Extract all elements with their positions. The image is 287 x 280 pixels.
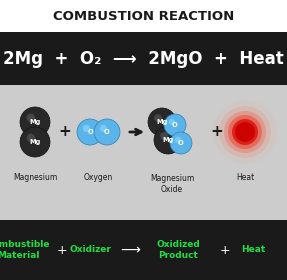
Text: Mg: Mg [156,119,168,125]
Circle shape [228,115,262,149]
Text: COMBUSTION REACTION: COMBUSTION REACTION [53,10,234,22]
Text: Heat: Heat [241,246,265,255]
Circle shape [27,114,35,122]
Circle shape [94,119,120,145]
Text: +: + [220,244,230,256]
Circle shape [77,119,103,145]
Circle shape [20,127,50,157]
Text: O: O [87,129,93,135]
Text: Mg: Mg [162,137,174,143]
Text: O: O [172,122,178,128]
Text: Heat: Heat [236,173,254,182]
FancyBboxPatch shape [0,220,287,280]
Text: Magnesium
Oxide: Magnesium Oxide [150,174,194,194]
Text: Oxidized
Product: Oxidized Product [156,240,200,260]
FancyBboxPatch shape [0,32,287,85]
Text: ⟶: ⟶ [120,243,140,257]
Circle shape [100,125,107,132]
Circle shape [27,134,35,142]
FancyBboxPatch shape [0,0,287,32]
Text: Mg: Mg [29,139,41,145]
Text: O: O [178,140,184,146]
Circle shape [235,122,255,142]
Text: Combustible
Material: Combustible Material [0,240,50,260]
Circle shape [213,100,277,164]
Text: Mg: Mg [29,119,41,125]
Circle shape [154,126,182,154]
Text: O: O [104,129,110,135]
Circle shape [154,114,162,122]
Circle shape [160,132,168,140]
Circle shape [164,114,186,136]
Text: 2Mg  +  O₂  ⟶  2MgO  +  Heat: 2Mg + O₂ ⟶ 2MgO + Heat [3,50,284,67]
Circle shape [148,108,176,136]
Text: +: + [59,125,71,139]
Circle shape [224,111,266,153]
FancyBboxPatch shape [0,85,287,220]
Circle shape [169,119,175,125]
Text: Oxidizer: Oxidizer [69,246,111,255]
Circle shape [232,119,258,145]
Text: Magnesium: Magnesium [13,173,57,182]
Circle shape [219,106,271,158]
Text: +: + [57,244,67,256]
Text: Oxygen: Oxygen [84,173,113,182]
Text: +: + [211,125,223,139]
Circle shape [175,137,181,143]
Circle shape [83,125,90,132]
Circle shape [170,132,192,154]
Circle shape [20,107,50,137]
